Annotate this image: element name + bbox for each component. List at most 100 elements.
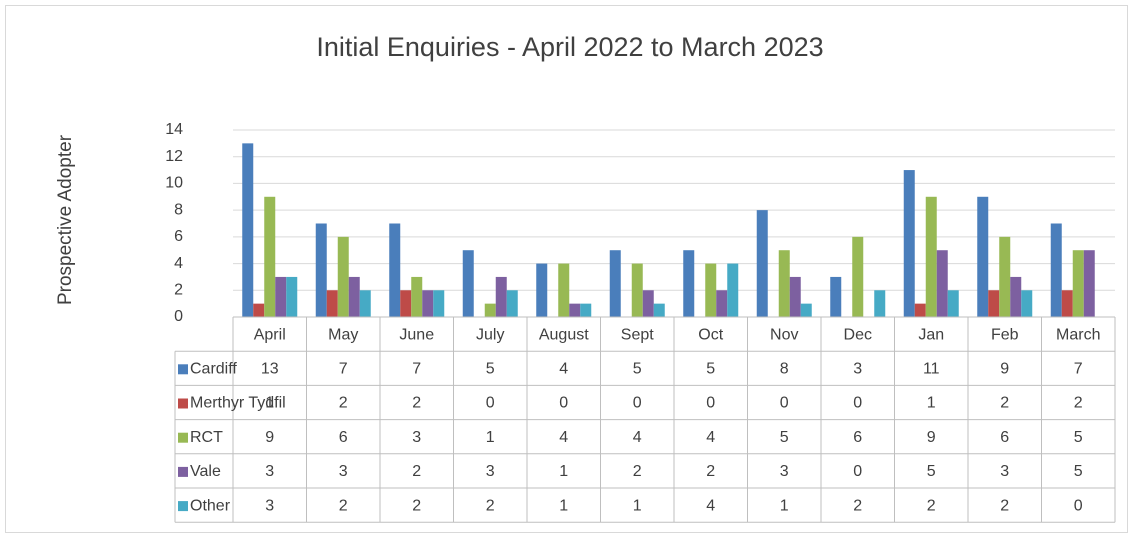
table-value: 3: [265, 497, 274, 514]
bar: [315, 223, 327, 317]
bar: [1010, 276, 1022, 317]
x-tick-label: Feb: [991, 326, 1019, 343]
y-tick-label: 6: [174, 228, 183, 245]
bar: [852, 236, 864, 317]
bar: [569, 303, 581, 317]
table-value: 4: [706, 497, 715, 514]
bar: [495, 276, 507, 317]
table-value: 1: [265, 395, 274, 412]
bar: [936, 250, 948, 317]
table-value: 1: [633, 497, 642, 514]
bar: [275, 276, 287, 317]
table-value: 2: [853, 497, 862, 514]
table-value: 5: [633, 361, 642, 378]
table-value: 3: [412, 429, 421, 446]
bar: [1021, 290, 1033, 317]
bar: [947, 290, 959, 317]
legend-swatch: [178, 466, 188, 477]
table-value: 9: [265, 429, 274, 446]
legend-swatch: [178, 364, 188, 375]
x-tick-label: March: [1056, 326, 1100, 343]
table-value: 8: [780, 361, 789, 378]
table-value: 7: [339, 361, 348, 378]
table-value: 9: [927, 429, 936, 446]
bar: [1083, 250, 1095, 317]
y-tick-label: 12: [165, 148, 183, 165]
bar: [977, 196, 989, 317]
legend-label: Merthyr Tydfil: [190, 395, 286, 412]
y-tick-label: 0: [174, 308, 183, 325]
table-value: 1: [559, 497, 568, 514]
chart-border: [5, 5, 1128, 533]
table-value: 2: [412, 395, 421, 412]
table-value: 4: [706, 429, 715, 446]
x-tick-label: June: [399, 326, 434, 343]
table-value: 2: [412, 463, 421, 480]
bar: [631, 263, 643, 317]
table-value: 0: [853, 463, 862, 480]
bar: [242, 143, 254, 317]
table-value: 9: [1000, 361, 1009, 378]
table-value: 1: [780, 497, 789, 514]
bar: [400, 290, 412, 317]
bar: [988, 290, 1000, 317]
table-value: 2: [1000, 497, 1009, 514]
y-tick-label: 4: [174, 255, 183, 272]
table-value: 2: [1000, 395, 1009, 412]
bar: [705, 263, 717, 317]
bar: [1050, 223, 1062, 317]
bar: [653, 303, 665, 317]
bar: [925, 196, 937, 317]
table-value: 5: [780, 429, 789, 446]
table-value: 5: [1074, 429, 1083, 446]
y-tick-label: 14: [165, 121, 183, 138]
table-value: 2: [339, 395, 348, 412]
bar: [716, 290, 728, 317]
legend-swatch: [178, 398, 188, 409]
table-value: 2: [412, 497, 421, 514]
bar: [462, 250, 474, 317]
table-value: 5: [486, 361, 495, 378]
table-value: 4: [559, 429, 568, 446]
table-value: 1: [559, 463, 568, 480]
table-value: 3: [339, 463, 348, 480]
bar: [286, 276, 298, 317]
legend-label: RCT: [190, 429, 223, 446]
bar: [348, 276, 360, 317]
bar: [484, 303, 496, 317]
table-value: 0: [853, 395, 862, 412]
legend-label: Other: [190, 497, 231, 514]
table-value: 0: [559, 395, 568, 412]
chart-title: Initial Enquiries - April 2022 to March …: [316, 32, 823, 62]
bar: [999, 236, 1011, 317]
bar: [642, 290, 654, 317]
table-value: 5: [706, 361, 715, 378]
table-value: 4: [559, 361, 568, 378]
table-value: 5: [927, 463, 936, 480]
bar: [253, 303, 265, 317]
bar: [609, 250, 621, 317]
table-value: 11: [923, 361, 940, 378]
table-value: 7: [1074, 361, 1083, 378]
table-value: 1: [927, 395, 936, 412]
bar: [359, 290, 371, 317]
x-tick-label: Dec: [844, 326, 872, 343]
table-value: 0: [1074, 497, 1083, 514]
table-value: 2: [1074, 395, 1083, 412]
bar: [558, 263, 570, 317]
bar: [337, 236, 349, 317]
bar: [422, 290, 434, 317]
bar: [727, 263, 739, 317]
bar: [683, 250, 695, 317]
table-value: 6: [853, 429, 862, 446]
bar: [389, 223, 401, 317]
table-value: 2: [486, 497, 495, 514]
y-tick-label: 8: [174, 201, 183, 218]
x-tick-label: Oct: [698, 326, 723, 343]
bar: [411, 276, 423, 317]
x-tick-label: August: [539, 326, 589, 343]
table-value: 3: [1000, 463, 1009, 480]
table-value: 3: [853, 361, 862, 378]
legend-swatch: [178, 432, 188, 443]
